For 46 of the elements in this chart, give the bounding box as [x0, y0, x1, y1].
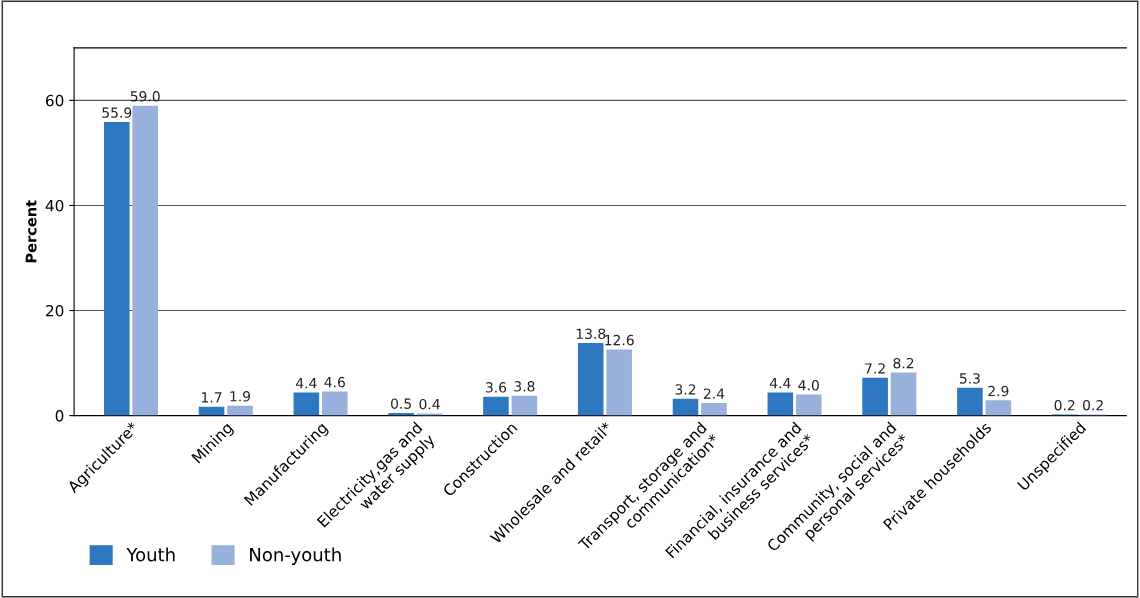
y-tick-label: 0: [55, 410, 64, 422]
y-tick-label: 60: [46, 94, 64, 107]
bar: [293, 392, 320, 416]
data-label: 55.9: [102, 107, 132, 118]
legend-label: Non-youth: [250, 547, 341, 565]
data-label: 3.8: [514, 381, 535, 392]
data-label: 4.6: [324, 376, 345, 388]
data-label: 3.2: [675, 384, 696, 395]
data-label: 0.2: [1054, 399, 1075, 411]
data-label: 8.2: [893, 357, 914, 369]
data-label: 12.6: [605, 334, 634, 346]
data-label: 0.2: [1083, 399, 1103, 411]
data-label: 4.4: [295, 378, 317, 389]
data-label: 59.0: [130, 91, 160, 102]
bar: [862, 377, 888, 416]
bar: [103, 121, 130, 416]
bar: [227, 405, 253, 416]
bar: [606, 349, 632, 416]
y-axis-title: Percent: [25, 200, 37, 263]
data-label: 3.6: [485, 382, 507, 393]
y-tick-label: 40: [45, 199, 64, 212]
bar: [767, 392, 794, 416]
bar: [957, 387, 983, 416]
bar: [795, 394, 822, 416]
bar: [890, 372, 917, 416]
y-tick-label: 20: [46, 305, 64, 317]
bar: [701, 403, 727, 416]
data-label: 7.2: [865, 363, 885, 374]
bar: [577, 343, 604, 416]
bar: [511, 395, 538, 416]
bar: [321, 391, 348, 416]
data-label: 5.3: [959, 373, 980, 384]
bar: [672, 398, 699, 416]
data-label: 2.9: [988, 385, 1009, 397]
data-label: 1.7: [202, 392, 222, 403]
legend-label: Youth: [126, 547, 175, 562]
bar: [132, 105, 158, 416]
data-label: 2.4: [703, 388, 725, 399]
data-label: 4.4: [769, 378, 791, 389]
data-label: 0.5: [391, 398, 411, 409]
bar: [483, 396, 509, 416]
data-label: 1.9: [230, 391, 251, 402]
data-label: 13.8: [576, 328, 606, 340]
data-label: 0.4: [419, 398, 440, 410]
data-label: 4.0: [798, 380, 819, 391]
bar: [985, 400, 1012, 416]
